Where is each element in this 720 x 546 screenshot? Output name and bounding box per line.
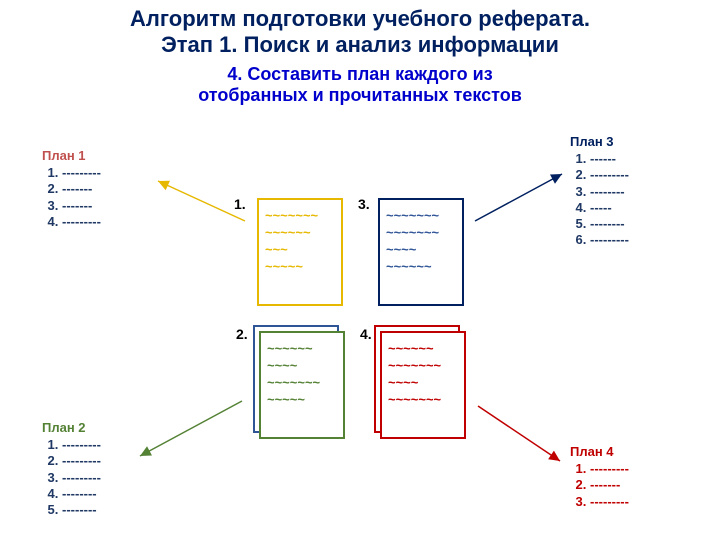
doc-card-1: ~~~~~~~~~~~~~~~~~~~~~ (257, 198, 343, 306)
plan-3-title: План 3 (570, 134, 629, 149)
doc3-text-line: ~~~~ (386, 242, 456, 259)
main-title-line2: Этап 1. Поиск и анализ информации (0, 32, 720, 58)
plan2-item: --------- (62, 437, 101, 453)
doc3-text-line: ~~~~~~~ (386, 208, 456, 225)
plan1-item: ------- (62, 181, 101, 197)
doc-2-num: 2. (236, 326, 248, 342)
plan1-item: --------- (62, 165, 101, 181)
doc-card-4: ~~~~~~~~~~~~~~~~~~~~~~~~ (380, 331, 466, 439)
plan1-item: ------- (62, 198, 101, 214)
doc-3-num: 3. (358, 196, 370, 212)
plan4-item: ------- (590, 477, 629, 493)
plan-3-list: ----------------------------------------… (570, 151, 629, 249)
plan-1-title: План 1 (42, 148, 101, 163)
doc2-text-line: ~~~~~~ (267, 341, 337, 358)
doc4-text-line: ~~~~~~~ (388, 358, 458, 375)
plan3-item: ----- (590, 200, 629, 216)
plan3-item: --------- (590, 167, 629, 183)
plan1-item: --------- (62, 214, 101, 230)
plan-4-title: План 4 (570, 444, 629, 459)
doc-card-3: ~~~~~~~~~~~~~~~~~~~~~~~~ (378, 198, 464, 306)
plan3-item: ------ (590, 151, 629, 167)
plan2-item: -------- (62, 502, 101, 518)
plan4-item: --------- (590, 461, 629, 477)
doc1-text-line: ~~~~~ (265, 259, 335, 276)
doc2-text-line: ~~~~~~~ (267, 375, 337, 392)
plan-1: План 1 -------------------------------- (42, 148, 101, 230)
subtitle-line2: отобранных и прочитанных текстов (0, 85, 720, 106)
plan-4-list: ------------------------- (570, 461, 629, 510)
plan-3: План 3 ---------------------------------… (570, 134, 629, 249)
doc4-text-line: ~~~~~~~ (388, 392, 458, 409)
main-title-line1: Алгоритм подготовки учебного реферата. (0, 6, 720, 32)
doc-card-2: ~~~~~~~~~~~~~~~~~~~~~~ (259, 331, 345, 439)
plan4-item: --------- (590, 494, 629, 510)
plan-2-list: ----------------------------------------… (42, 437, 101, 518)
doc-1-num: 1. (234, 196, 246, 212)
plan2-item: -------- (62, 486, 101, 502)
plan-2-title: План 2 (42, 420, 101, 435)
doc-4-num: 4. (360, 326, 372, 342)
plan2-item: --------- (62, 453, 101, 469)
plan3-item: -------- (590, 216, 629, 232)
plan-4: План 4 ------------------------- (570, 444, 629, 510)
doc2-text-line: ~~~~ (267, 358, 337, 375)
doc1-text-line: ~~~ (265, 242, 335, 259)
doc4-text-line: ~~~~ (388, 375, 458, 392)
plan-2: План 2 ---------------------------------… (42, 420, 101, 518)
doc4-text-line: ~~~~~~ (388, 341, 458, 358)
plan-1-list: -------------------------------- (42, 165, 101, 230)
subtitle-line1: 4. Составить план каждого из (0, 64, 720, 85)
doc3-text-line: ~~~~~~~ (386, 225, 456, 242)
doc3-text-line: ~~~~~~ (386, 259, 456, 276)
plan2-item: --------- (62, 470, 101, 486)
doc1-text-line: ~~~~~~~ (265, 208, 335, 225)
plan3-item: -------- (590, 184, 629, 200)
doc1-text-line: ~~~~~~ (265, 225, 335, 242)
doc2-text-line: ~~~~~ (267, 392, 337, 409)
plan3-item: --------- (590, 232, 629, 248)
